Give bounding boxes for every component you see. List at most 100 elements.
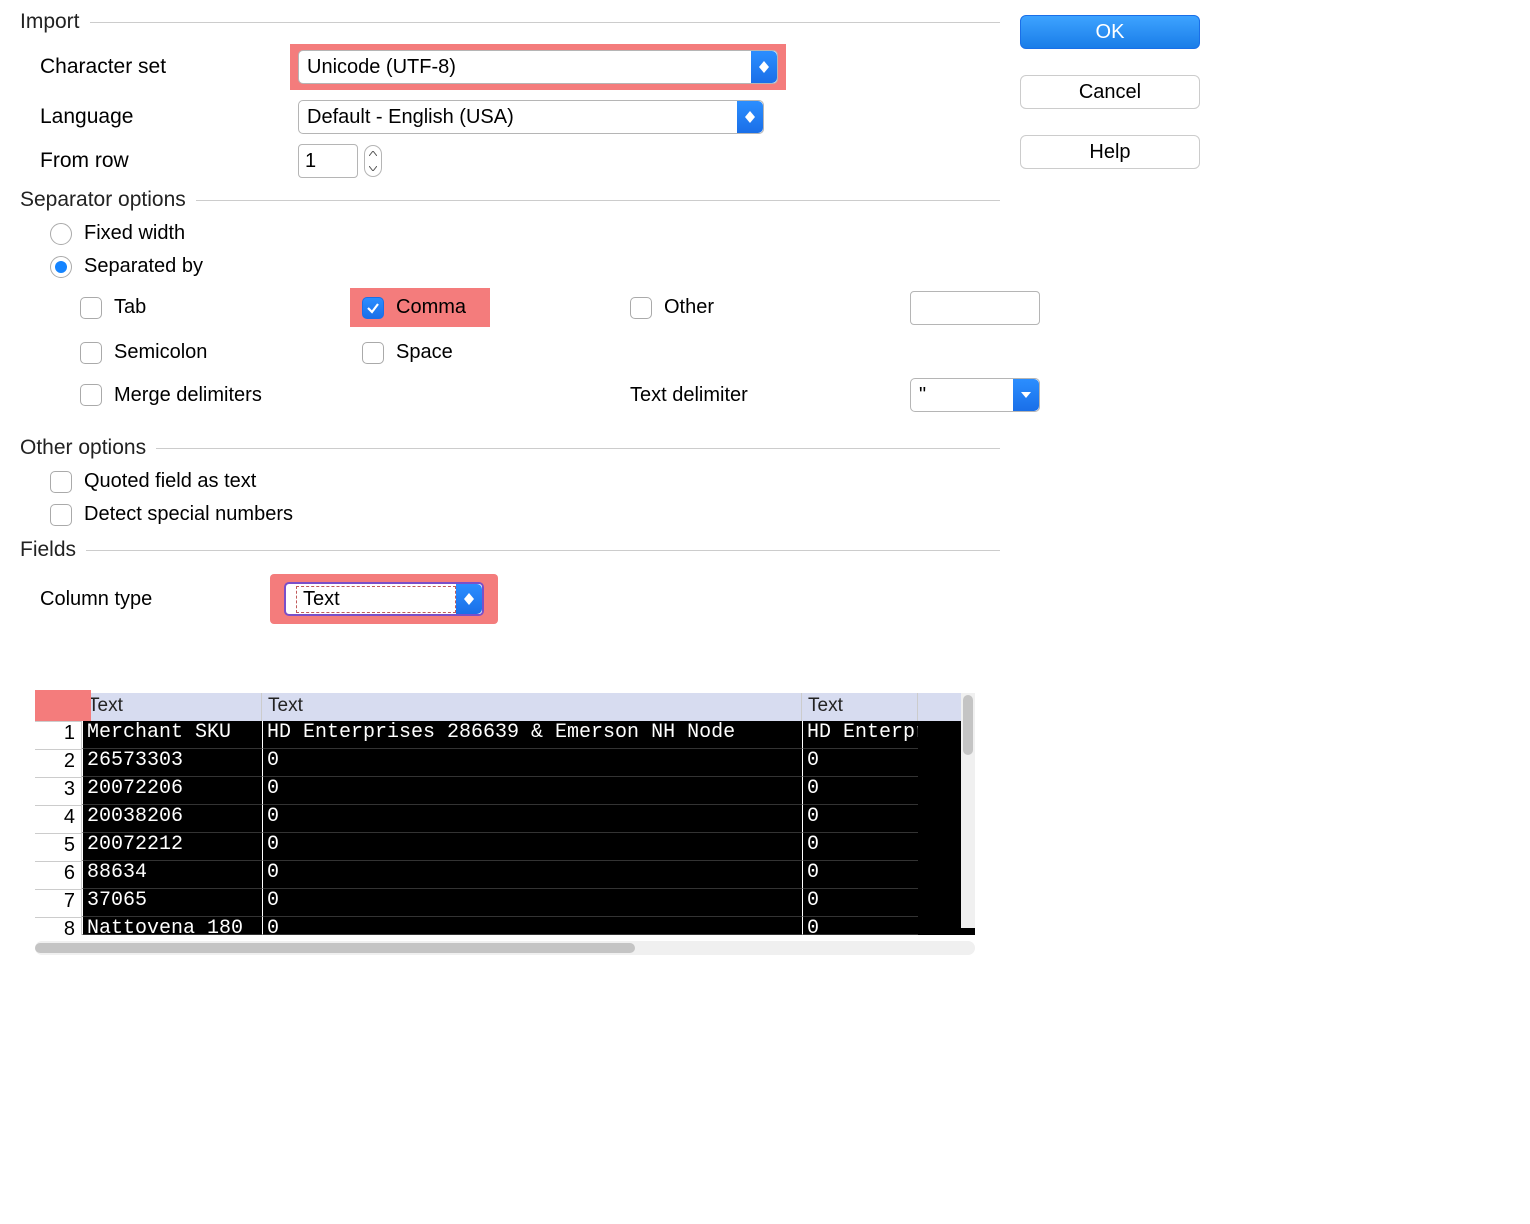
language-value: Default - English (USA) bbox=[307, 106, 755, 129]
cell: 0 bbox=[262, 917, 802, 935]
column-type-value: Text bbox=[296, 586, 456, 613]
cell: 0 bbox=[262, 749, 802, 777]
table-row[interactable]: 42003820600 bbox=[35, 805, 975, 833]
chevron-up-icon[interactable] bbox=[365, 146, 381, 161]
comma-highlight: Comma bbox=[350, 288, 490, 327]
separated-by-label: Separated by bbox=[84, 255, 203, 278]
space-checkbox[interactable] bbox=[362, 342, 384, 364]
other-checkbox-cell[interactable]: Other bbox=[630, 296, 910, 319]
scrollbar-vertical[interactable] bbox=[961, 693, 975, 928]
preview-table[interactable]: TextTextText 1Merchant SKUHD Enterprises… bbox=[35, 693, 975, 955]
section-import-label: Import bbox=[20, 10, 80, 34]
text-delim-value: " bbox=[919, 384, 926, 407]
preview-col-header[interactable]: Text bbox=[262, 693, 802, 721]
separated-by-radio[interactable] bbox=[50, 256, 72, 278]
cell: 0 bbox=[802, 917, 918, 935]
language-label: Language bbox=[40, 105, 290, 129]
text-delim-label: Text delimiter bbox=[630, 384, 748, 407]
cell: 0 bbox=[802, 889, 918, 917]
table-row[interactable]: 73706500 bbox=[35, 889, 975, 917]
row-number: 3 bbox=[35, 777, 82, 805]
ok-button[interactable]: OK bbox=[1020, 15, 1200, 49]
other-text-input[interactable] bbox=[910, 291, 1040, 325]
fixed-width-radio[interactable] bbox=[50, 223, 72, 245]
table-row[interactable]: 32007220600 bbox=[35, 777, 975, 805]
table-row[interactable]: 1Merchant SKUHD Enterprises 286639 & Eme… bbox=[35, 721, 975, 749]
space-label: Space bbox=[396, 341, 453, 364]
row-number: 2 bbox=[35, 749, 82, 777]
chevron-updown-icon bbox=[751, 51, 777, 83]
chevron-updown-icon bbox=[737, 101, 763, 133]
column-type-label: Column type bbox=[40, 588, 270, 611]
charset-label: Character set bbox=[40, 55, 290, 79]
fixed-width-label: Fixed width bbox=[84, 222, 185, 245]
cell: 0 bbox=[262, 833, 802, 861]
chevron-updown-icon bbox=[456, 584, 482, 614]
preview-body[interactable]: 1Merchant SKUHD Enterprises 286639 & Eme… bbox=[35, 721, 975, 935]
divider bbox=[86, 550, 1000, 551]
merge-checkbox-cell[interactable]: Merge delimiters bbox=[80, 384, 350, 407]
cell: 26573303 bbox=[82, 749, 262, 777]
preview-col-header[interactable]: Text bbox=[802, 693, 918, 721]
cell: HD Enterpri bbox=[802, 721, 918, 749]
preview-header: TextTextText bbox=[35, 693, 975, 721]
language-dropdown[interactable]: Default - English (USA) bbox=[298, 100, 764, 134]
charset-highlight: Unicode (UTF-8) bbox=[290, 44, 786, 90]
chevron-down-icon[interactable] bbox=[365, 161, 381, 176]
table-row[interactable]: 22657330300 bbox=[35, 749, 975, 777]
cell: 0 bbox=[262, 777, 802, 805]
fromrow-input[interactable] bbox=[298, 144, 358, 178]
section-separator: Separator options bbox=[20, 188, 1000, 212]
row-number: 8 bbox=[35, 917, 82, 935]
quoted-checkbox[interactable] bbox=[50, 471, 72, 493]
fromrow-stepper[interactable] bbox=[298, 144, 382, 178]
table-row[interactable]: 68863400 bbox=[35, 861, 975, 889]
cancel-button[interactable]: Cancel bbox=[1020, 75, 1200, 109]
tab-checkbox-cell[interactable]: Tab bbox=[80, 296, 350, 319]
help-button[interactable]: Help bbox=[1020, 135, 1200, 169]
section-import: Import bbox=[20, 10, 1000, 34]
semicolon-checkbox-cell[interactable]: Semicolon bbox=[80, 341, 350, 364]
cell: 20072206 bbox=[82, 777, 262, 805]
comma-checkbox[interactable] bbox=[362, 297, 384, 319]
quoted-label: Quoted field as text bbox=[84, 470, 256, 493]
table-row[interactable]: 52007221200 bbox=[35, 833, 975, 861]
table-row[interactable]: 8Nattovena 18000 bbox=[35, 917, 975, 935]
section-other-label: Other options bbox=[20, 436, 146, 460]
cell: 0 bbox=[262, 889, 802, 917]
cell: 0 bbox=[802, 861, 918, 889]
merge-checkbox[interactable] bbox=[80, 384, 102, 406]
semicolon-checkbox[interactable] bbox=[80, 342, 102, 364]
charset-dropdown[interactable]: Unicode (UTF-8) bbox=[298, 50, 778, 84]
scrollbar-horizontal[interactable] bbox=[35, 941, 975, 955]
divider bbox=[90, 22, 1000, 23]
cell: 37065 bbox=[82, 889, 262, 917]
section-fields-label: Fields bbox=[20, 538, 76, 562]
cell: 0 bbox=[802, 833, 918, 861]
other-label: Other bbox=[664, 296, 714, 319]
cell: 0 bbox=[262, 805, 802, 833]
row-number: 5 bbox=[35, 833, 82, 861]
chevron-down-icon bbox=[1013, 379, 1039, 411]
other-checkbox[interactable] bbox=[630, 297, 652, 319]
cell: 88634 bbox=[82, 861, 262, 889]
preview-col-header[interactable]: Text bbox=[82, 693, 262, 721]
stepper-buttons[interactable] bbox=[364, 145, 382, 177]
column-type-dropdown[interactable]: Text bbox=[284, 582, 484, 616]
preview-corner bbox=[35, 693, 82, 721]
row-number: 1 bbox=[35, 721, 82, 749]
detect-checkbox[interactable] bbox=[50, 504, 72, 526]
row-number: 7 bbox=[35, 889, 82, 917]
row-number: 6 bbox=[35, 861, 82, 889]
help-label: Help bbox=[1089, 141, 1130, 164]
cell: 0 bbox=[802, 777, 918, 805]
fromrow-label: From row bbox=[40, 149, 290, 173]
section-separator-label: Separator options bbox=[20, 188, 186, 212]
tab-checkbox[interactable] bbox=[80, 297, 102, 319]
section-fields: Fields bbox=[20, 538, 1000, 562]
tab-label: Tab bbox=[114, 296, 146, 319]
detect-label: Detect special numbers bbox=[84, 503, 293, 526]
text-delim-dropdown[interactable]: " bbox=[910, 378, 1040, 412]
cell: Merchant SKU bbox=[82, 721, 262, 749]
space-checkbox-cell[interactable]: Space bbox=[350, 341, 630, 364]
